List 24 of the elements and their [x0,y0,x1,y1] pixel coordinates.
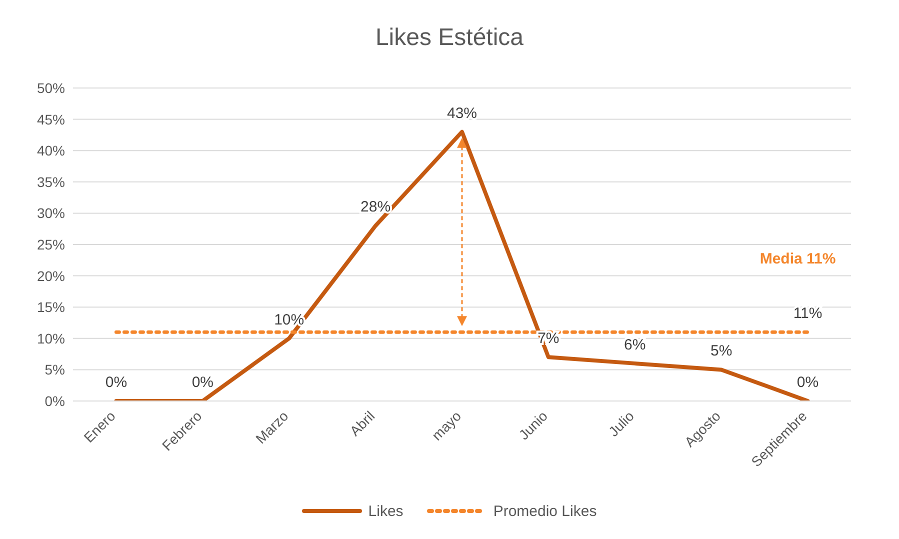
data-label: 0% [105,374,128,391]
legend-label: Promedio Likes [493,502,597,520]
y-tick-label: 20% [36,268,65,284]
legend-label: Likes [368,502,404,520]
data-label: 0% [192,374,214,391]
chart-title: Likes Estética [374,23,525,53]
data-label: 28% [360,198,391,216]
y-tick-label: 50% [36,80,65,96]
y-tick-label: 45% [36,111,65,128]
y-tick-label: 5% [44,362,65,378]
y-tick-label: 10% [36,330,65,346]
data-label: 5% [710,342,732,360]
y-tick-label: 35% [36,174,65,190]
y-tick-label: 40% [36,142,65,159]
annotation: Media 11% [760,250,836,268]
y-tick-label: 0% [44,392,65,409]
data-label: 11% [793,305,822,322]
data-label: 0% [796,374,819,391]
data-label: 43% [446,104,478,122]
y-tick-label: 25% [36,236,65,252]
x-tick-label: Julio [605,408,638,440]
data-label: 6% [624,336,646,354]
y-tick-label: 30% [36,205,65,222]
y-tick-label: 15% [36,299,65,316]
